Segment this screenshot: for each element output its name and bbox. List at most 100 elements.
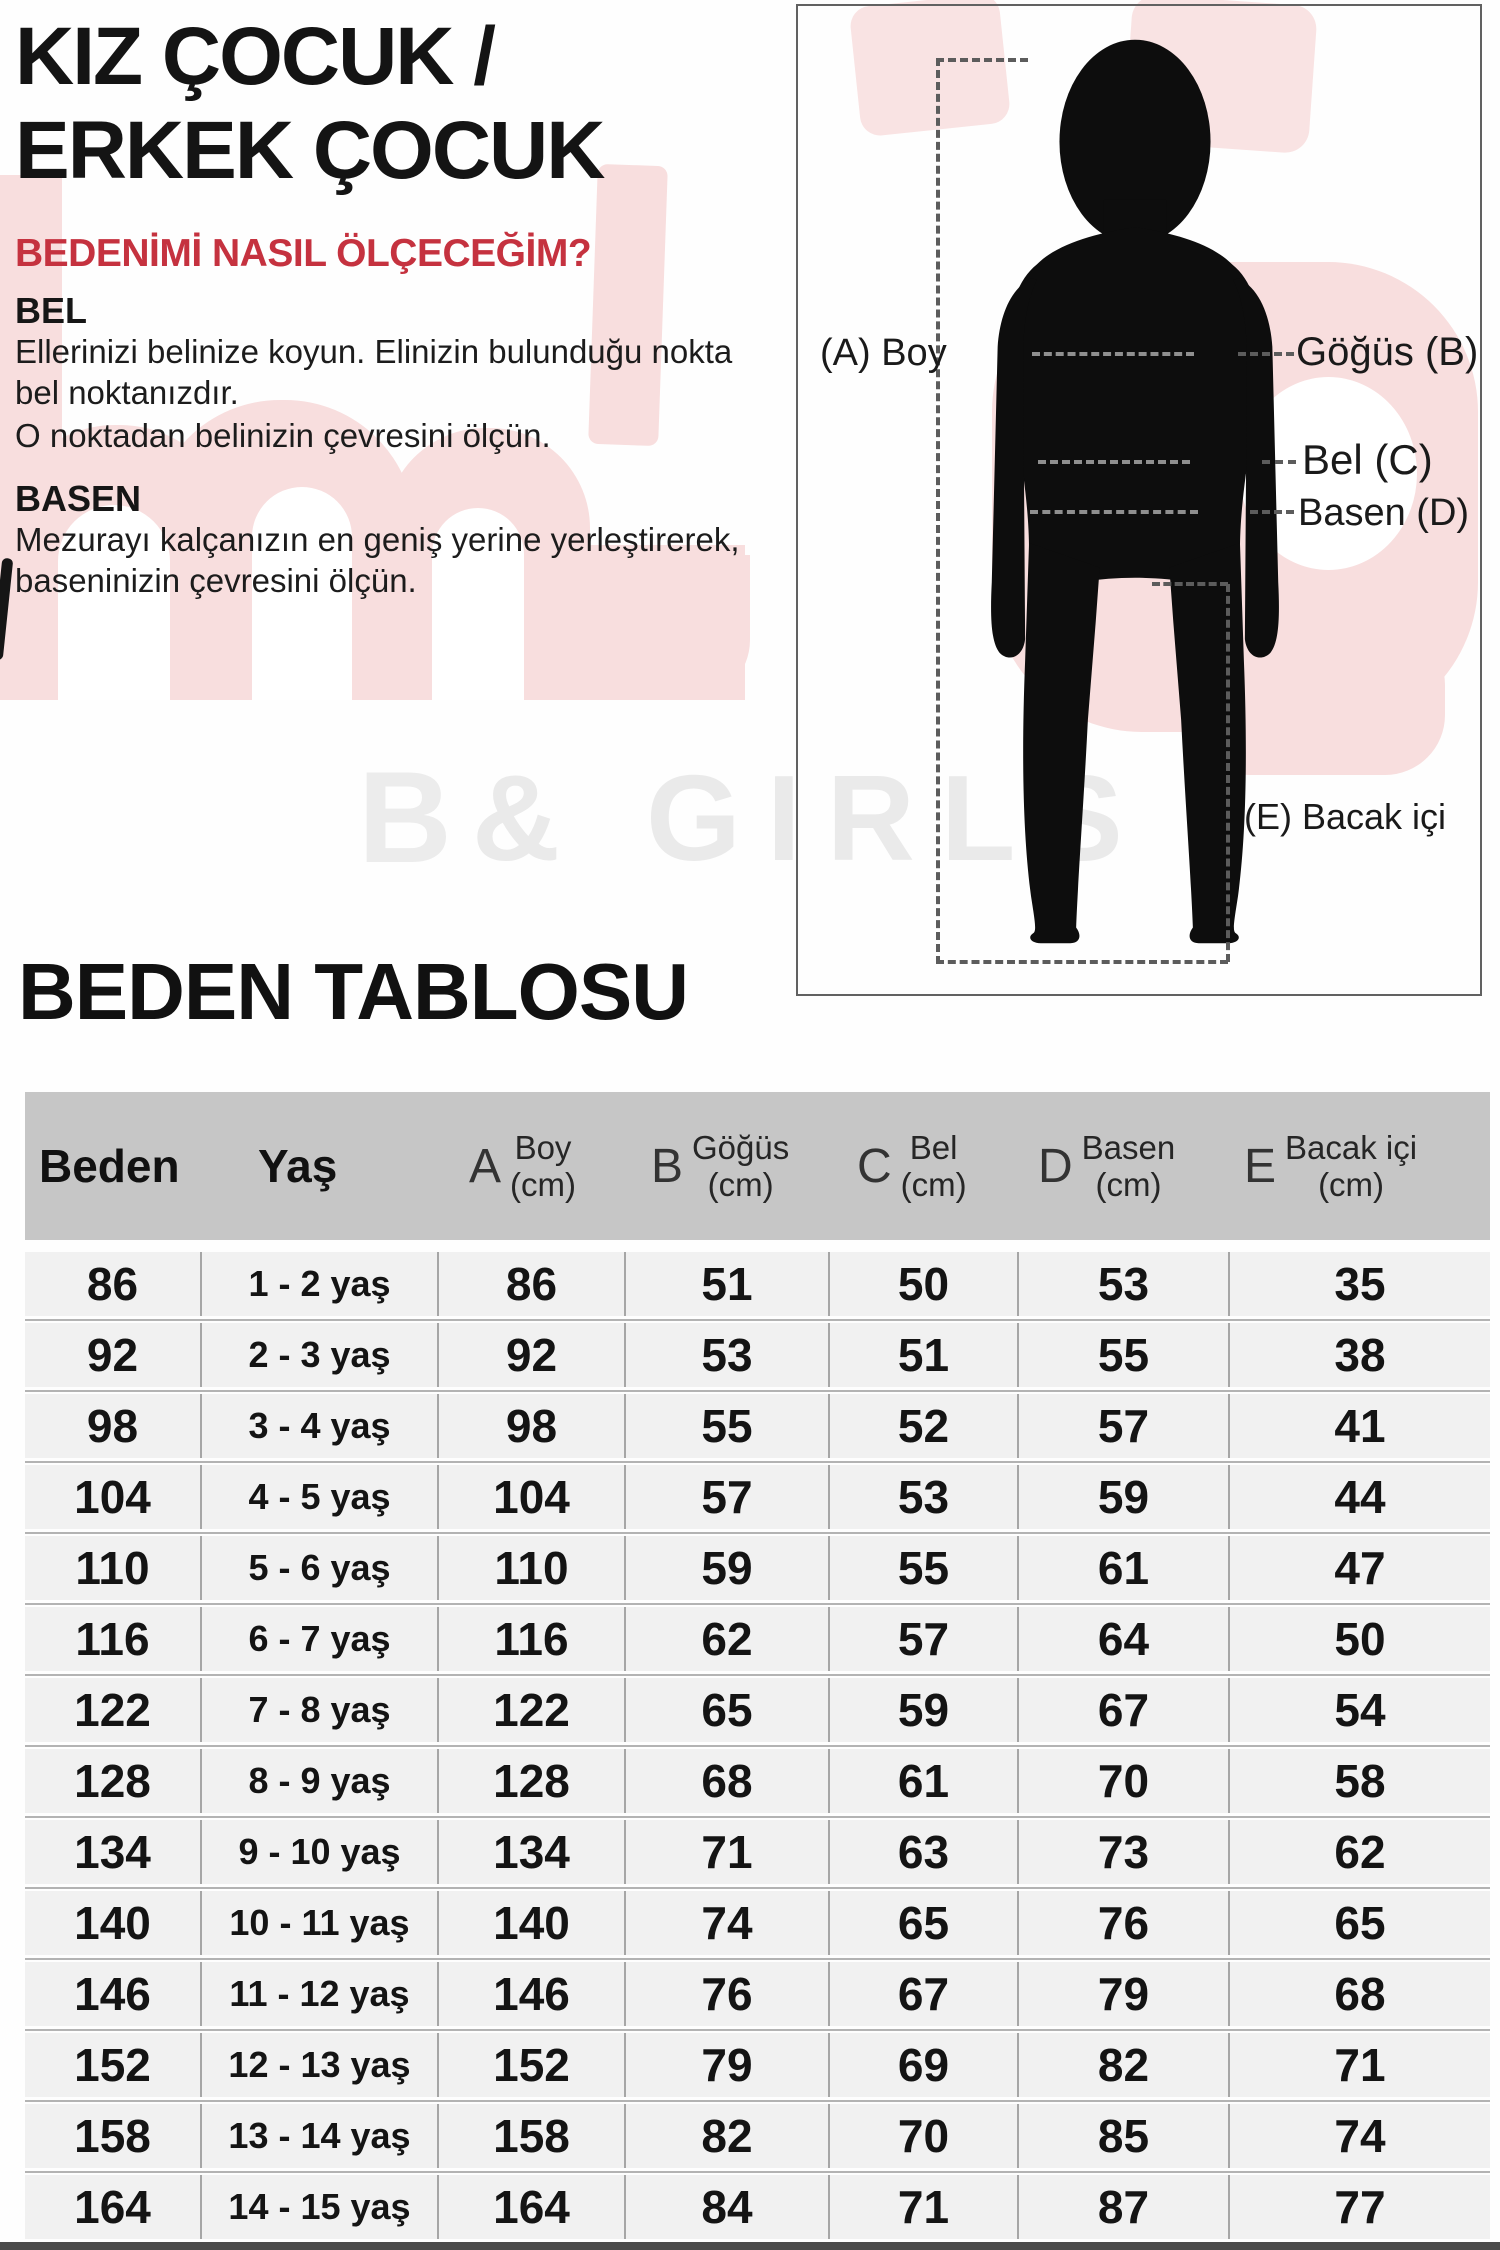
header-basen: D Basen (cm)	[1038, 1092, 1175, 1240]
cell-bacak: 35	[1228, 1252, 1490, 1316]
cell-gogus: 55	[624, 1394, 828, 1458]
size-table-row: 92 2 - 3 yaş 92 53 51 55 38	[25, 1323, 1490, 1392]
cell-gogus: 59	[624, 1536, 828, 1600]
cell-boy: 146	[437, 1962, 624, 2026]
watermark-letter-b: B	[358, 744, 452, 890]
cell-basen: 64	[1017, 1607, 1228, 1671]
header-basen-unit: (cm)	[1095, 1166, 1162, 1203]
cell-bacak: 50	[1228, 1607, 1490, 1671]
cell-bel: 53	[828, 1465, 1017, 1529]
cell-gogus: 57	[624, 1465, 828, 1529]
cell-beden: 104	[74, 1471, 151, 1523]
header-bel-name: Bel	[909, 1129, 958, 1166]
label-hip: Basen (D)	[1298, 492, 1470, 534]
watermark-pink-shape	[588, 163, 668, 447]
cell-basen: 57	[1017, 1394, 1228, 1458]
cell-basen: 82	[1017, 2033, 1228, 2097]
header-beden: Beden	[39, 1140, 180, 1192]
cell-beden: 158	[74, 2110, 151, 2162]
inseam-crotch-segment	[1152, 582, 1228, 586]
cell-beden: 152	[74, 2039, 151, 2091]
cell-bacak: 38	[1228, 1323, 1490, 1387]
cell-bel: 59	[828, 1678, 1017, 1742]
cell-basen: 85	[1017, 2104, 1228, 2168]
cell-bel: 69	[828, 2033, 1017, 2097]
bel-instruction-line: Ellerinizi belinize koyun. Elinizin bulu…	[15, 333, 733, 370]
cell-boy: 122	[437, 1678, 624, 1742]
cell-boy: 116	[437, 1607, 624, 1671]
size-table-body: 86 1 - 2 yaş 86 51 50 53 35 92 2 - 3 yaş…	[25, 1252, 1490, 2244]
cell-boy: 140	[437, 1891, 624, 1955]
cell-basen: 67	[1017, 1678, 1228, 1742]
cell-bel: 65	[828, 1891, 1017, 1955]
size-table-row: 140 10 - 11 yaş 140 74 65 76 65	[25, 1891, 1490, 1960]
cell-yas: 6 - 7 yaş	[200, 1607, 437, 1671]
bottom-edge-strip	[0, 2242, 1500, 2250]
cell-gogus: 65	[624, 1678, 828, 1742]
cell-basen: 55	[1017, 1323, 1228, 1387]
header-boy-name: Boy	[514, 1129, 572, 1166]
cell-boy: 164	[437, 2175, 624, 2239]
size-table-row: 110 5 - 6 yaş 110 59 55 61 47	[25, 1536, 1490, 1605]
cell-bacak: 77	[1228, 2175, 1490, 2239]
hip-measure-line	[1030, 510, 1198, 514]
label-inseam: (E) Bacak içi	[1244, 796, 1447, 837]
header-gogus-name: Göğüs	[692, 1129, 790, 1166]
size-table-row: 98 3 - 4 yaş 98 55 52 57 41	[25, 1394, 1490, 1463]
page-title: KIZ ÇOCUK / ERKEK ÇOCUK	[15, 10, 605, 198]
size-table-row: 116 6 - 7 yaş 116 62 57 64 50	[25, 1607, 1490, 1676]
header-bacak: E Bacak içi (cm)	[1244, 1092, 1417, 1240]
cell-bacak: 41	[1228, 1394, 1490, 1458]
cell-yas: 1 - 2 yaş	[200, 1252, 437, 1316]
cell-boy: 128	[437, 1749, 624, 1813]
cell-bel: 52	[828, 1394, 1017, 1458]
cell-bel: 50	[828, 1252, 1017, 1316]
cell-bacak: 47	[1228, 1536, 1490, 1600]
watermark-hole	[432, 508, 524, 700]
cell-yas: 9 - 10 yaş	[200, 1820, 437, 1884]
cell-boy: 104	[437, 1465, 624, 1529]
cell-beden: 116	[75, 1613, 150, 1665]
cell-yas: 7 - 8 yaş	[200, 1678, 437, 1742]
label-height: (A) Boy	[820, 332, 947, 374]
cell-beden: 92	[86, 1329, 139, 1381]
header-bel-unit: (cm)	[900, 1166, 967, 1203]
cell-gogus: 84	[624, 2175, 828, 2239]
waist-measure-line	[1038, 460, 1190, 464]
cell-gogus: 53	[624, 1323, 828, 1387]
cell-yas: 5 - 6 yaş	[200, 1536, 437, 1600]
header-letter-b: B	[651, 1139, 684, 1193]
header-boy-unit: (cm)	[510, 1166, 576, 1203]
size-table-row: 104 4 - 5 yaş 104 57 53 59 44	[25, 1465, 1490, 1534]
page-title-line2: ERKEK ÇOCUK	[15, 105, 605, 196]
cell-boy: 158	[437, 2104, 624, 2168]
cell-basen: 87	[1017, 2175, 1228, 2239]
height-measure-line	[936, 58, 940, 964]
size-table-row: 164 14 - 15 yaş 164 84 71 87 77	[25, 2175, 1490, 2244]
cell-gogus: 74	[624, 1891, 828, 1955]
cell-basen: 59	[1017, 1465, 1228, 1529]
cell-beden: 110	[75, 1542, 150, 1594]
cell-bacak: 65	[1228, 1891, 1490, 1955]
cell-beden: 140	[74, 1897, 151, 1949]
header-letter-a: A	[469, 1139, 502, 1193]
watermark-hole	[252, 487, 352, 700]
size-table-row: 146 11 - 12 yaş 146 76 67 79 68	[25, 1962, 1490, 2031]
chest-measure-line	[1032, 352, 1194, 356]
cell-beden: 128	[74, 1755, 151, 1807]
size-table-title: BEDEN TABLOSU	[18, 947, 689, 1036]
cell-bel: 57	[828, 1607, 1017, 1671]
measurement-figure-panel	[796, 4, 1482, 996]
cell-bacak: 44	[1228, 1465, 1490, 1529]
cell-yas: 11 - 12 yaş	[200, 1962, 437, 2026]
cell-bel: 67	[828, 1962, 1017, 2026]
header-bacak-unit: (cm)	[1318, 1166, 1385, 1203]
header-letter-e: E	[1244, 1139, 1277, 1193]
cell-boy: 86	[437, 1252, 624, 1316]
cell-bel: 51	[828, 1323, 1017, 1387]
cell-basen: 79	[1017, 1962, 1228, 2026]
height-measure-top-segment	[936, 58, 1028, 62]
basen-section-heading: BASEN	[15, 478, 142, 519]
cell-beden: 86	[86, 1258, 139, 1310]
